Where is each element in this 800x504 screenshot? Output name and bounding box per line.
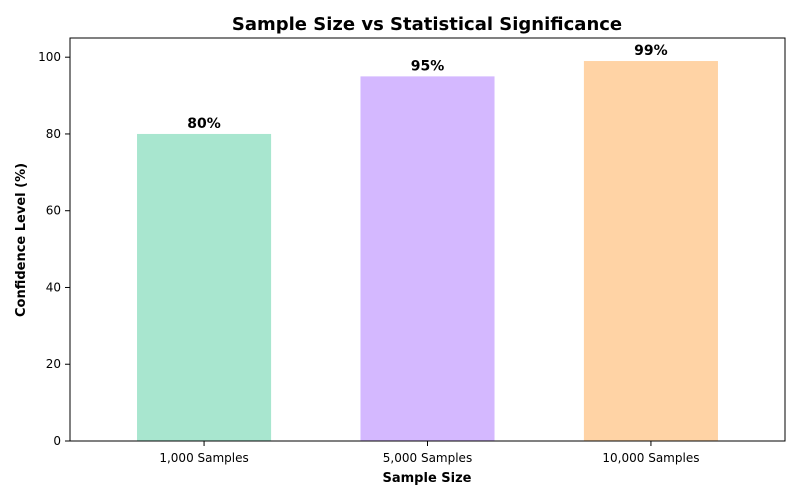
bar-3 (583, 61, 718, 442)
data-label-2: 95% (411, 58, 445, 74)
data-label-1: 80% (187, 116, 221, 132)
data-labels-layer: 80% 95% 99% (187, 43, 667, 132)
chart-title: Sample Size vs Statistical Significance (232, 14, 622, 35)
x-axis: 1,000 Samples 5,000 Samples 10,000 Samples (159, 441, 699, 465)
bars-layer (137, 61, 718, 442)
y-tick-label-80: 80 (46, 127, 61, 141)
y-tick-label-100: 100 (38, 50, 61, 64)
y-tick-label-20: 20 (46, 357, 61, 371)
plot-frame (69, 37, 786, 442)
bar-1 (137, 133, 272, 441)
x-axis-label: Sample Size (383, 471, 472, 486)
x-tick-label-1: 1,000 Samples (159, 451, 248, 465)
y-tick-label-60: 60 (46, 204, 61, 218)
y-axis-label: Confidence Level (%) (14, 163, 29, 317)
y-tick-label-0: 0 (53, 434, 61, 448)
x-tick-label-2: 5,000 Samples (383, 451, 472, 465)
y-axis: 0 20 40 60 80 100 (38, 50, 70, 448)
data-label-3: 99% (634, 43, 668, 59)
y-tick-label-40: 40 (46, 280, 61, 294)
x-tick-label-3: 10,000 Samples (602, 451, 699, 465)
bar-2 (360, 76, 495, 441)
